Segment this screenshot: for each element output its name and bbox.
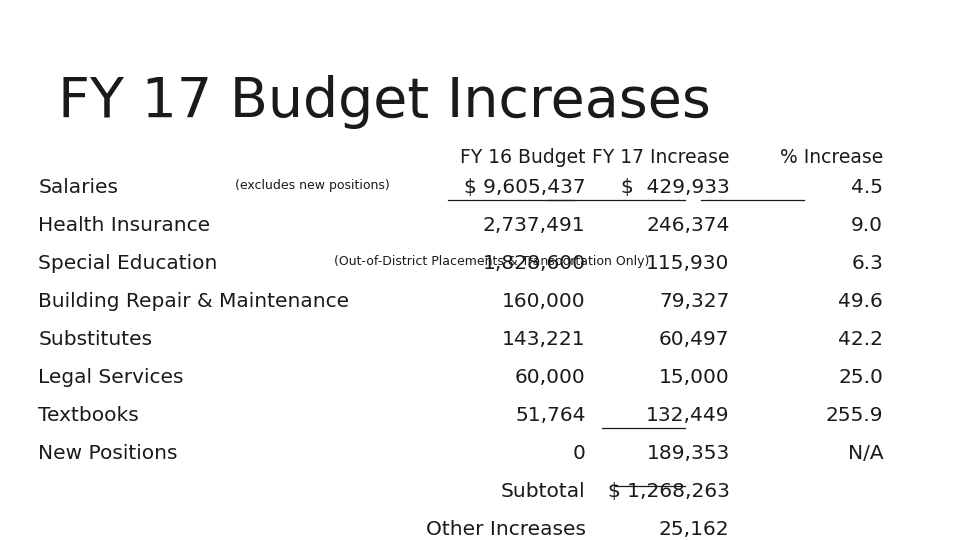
Text: 132,449: 132,449 [646,406,730,425]
Text: 9.0: 9.0 [852,216,883,235]
Text: (Out-of-District Placements & Transportation Only): (Out-of-District Placements & Transporta… [330,255,650,268]
Text: 143,221: 143,221 [502,330,586,349]
Text: 6.3: 6.3 [852,254,883,273]
Text: 60,497: 60,497 [660,330,730,349]
Text: FY 17 Increase: FY 17 Increase [592,148,730,167]
Text: 255.9: 255.9 [826,406,883,425]
Text: Legal Services: Legal Services [38,368,184,387]
Text: FY 17 Budget Increases: FY 17 Budget Increases [58,75,710,129]
Text: Special Education: Special Education [38,254,218,273]
Text: Subtotal: Subtotal [501,482,586,501]
Text: Textbooks: Textbooks [38,406,139,425]
Text: 189,353: 189,353 [646,444,730,463]
Text: 115,930: 115,930 [646,254,730,273]
Text: 15,000: 15,000 [659,368,730,387]
Text: New Positions: New Positions [38,444,178,463]
Text: $ 9,605,437: $ 9,605,437 [464,178,586,197]
Text: (excludes new positions): (excludes new positions) [230,179,390,192]
Text: 246,374: 246,374 [646,216,730,235]
Text: 51,764: 51,764 [516,406,586,425]
Text: 1,828,600: 1,828,600 [483,254,586,273]
Text: 4.5: 4.5 [852,178,883,197]
Text: 60,000: 60,000 [515,368,586,387]
Text: 49.6: 49.6 [838,292,883,311]
Text: Salaries: Salaries [38,178,118,197]
Text: 2,737,491: 2,737,491 [483,216,586,235]
Text: $ 1,268,263: $ 1,268,263 [608,482,730,501]
Text: Other Increases: Other Increases [425,520,586,539]
Text: 42.2: 42.2 [838,330,883,349]
Text: 160,000: 160,000 [502,292,586,311]
Text: 79,327: 79,327 [660,292,730,311]
Text: % Increase: % Increase [780,148,883,167]
Text: Health Insurance: Health Insurance [38,216,210,235]
Text: Building Repair & Maintenance: Building Repair & Maintenance [38,292,349,311]
Text: 25,162: 25,162 [659,520,730,539]
Text: FY 16 Budget: FY 16 Budget [460,148,586,167]
Text: 0: 0 [573,444,586,463]
Text: $  429,933: $ 429,933 [621,178,730,197]
Text: Substitutes: Substitutes [38,330,153,349]
Text: 25.0: 25.0 [838,368,883,387]
Text: N/A: N/A [848,444,883,463]
